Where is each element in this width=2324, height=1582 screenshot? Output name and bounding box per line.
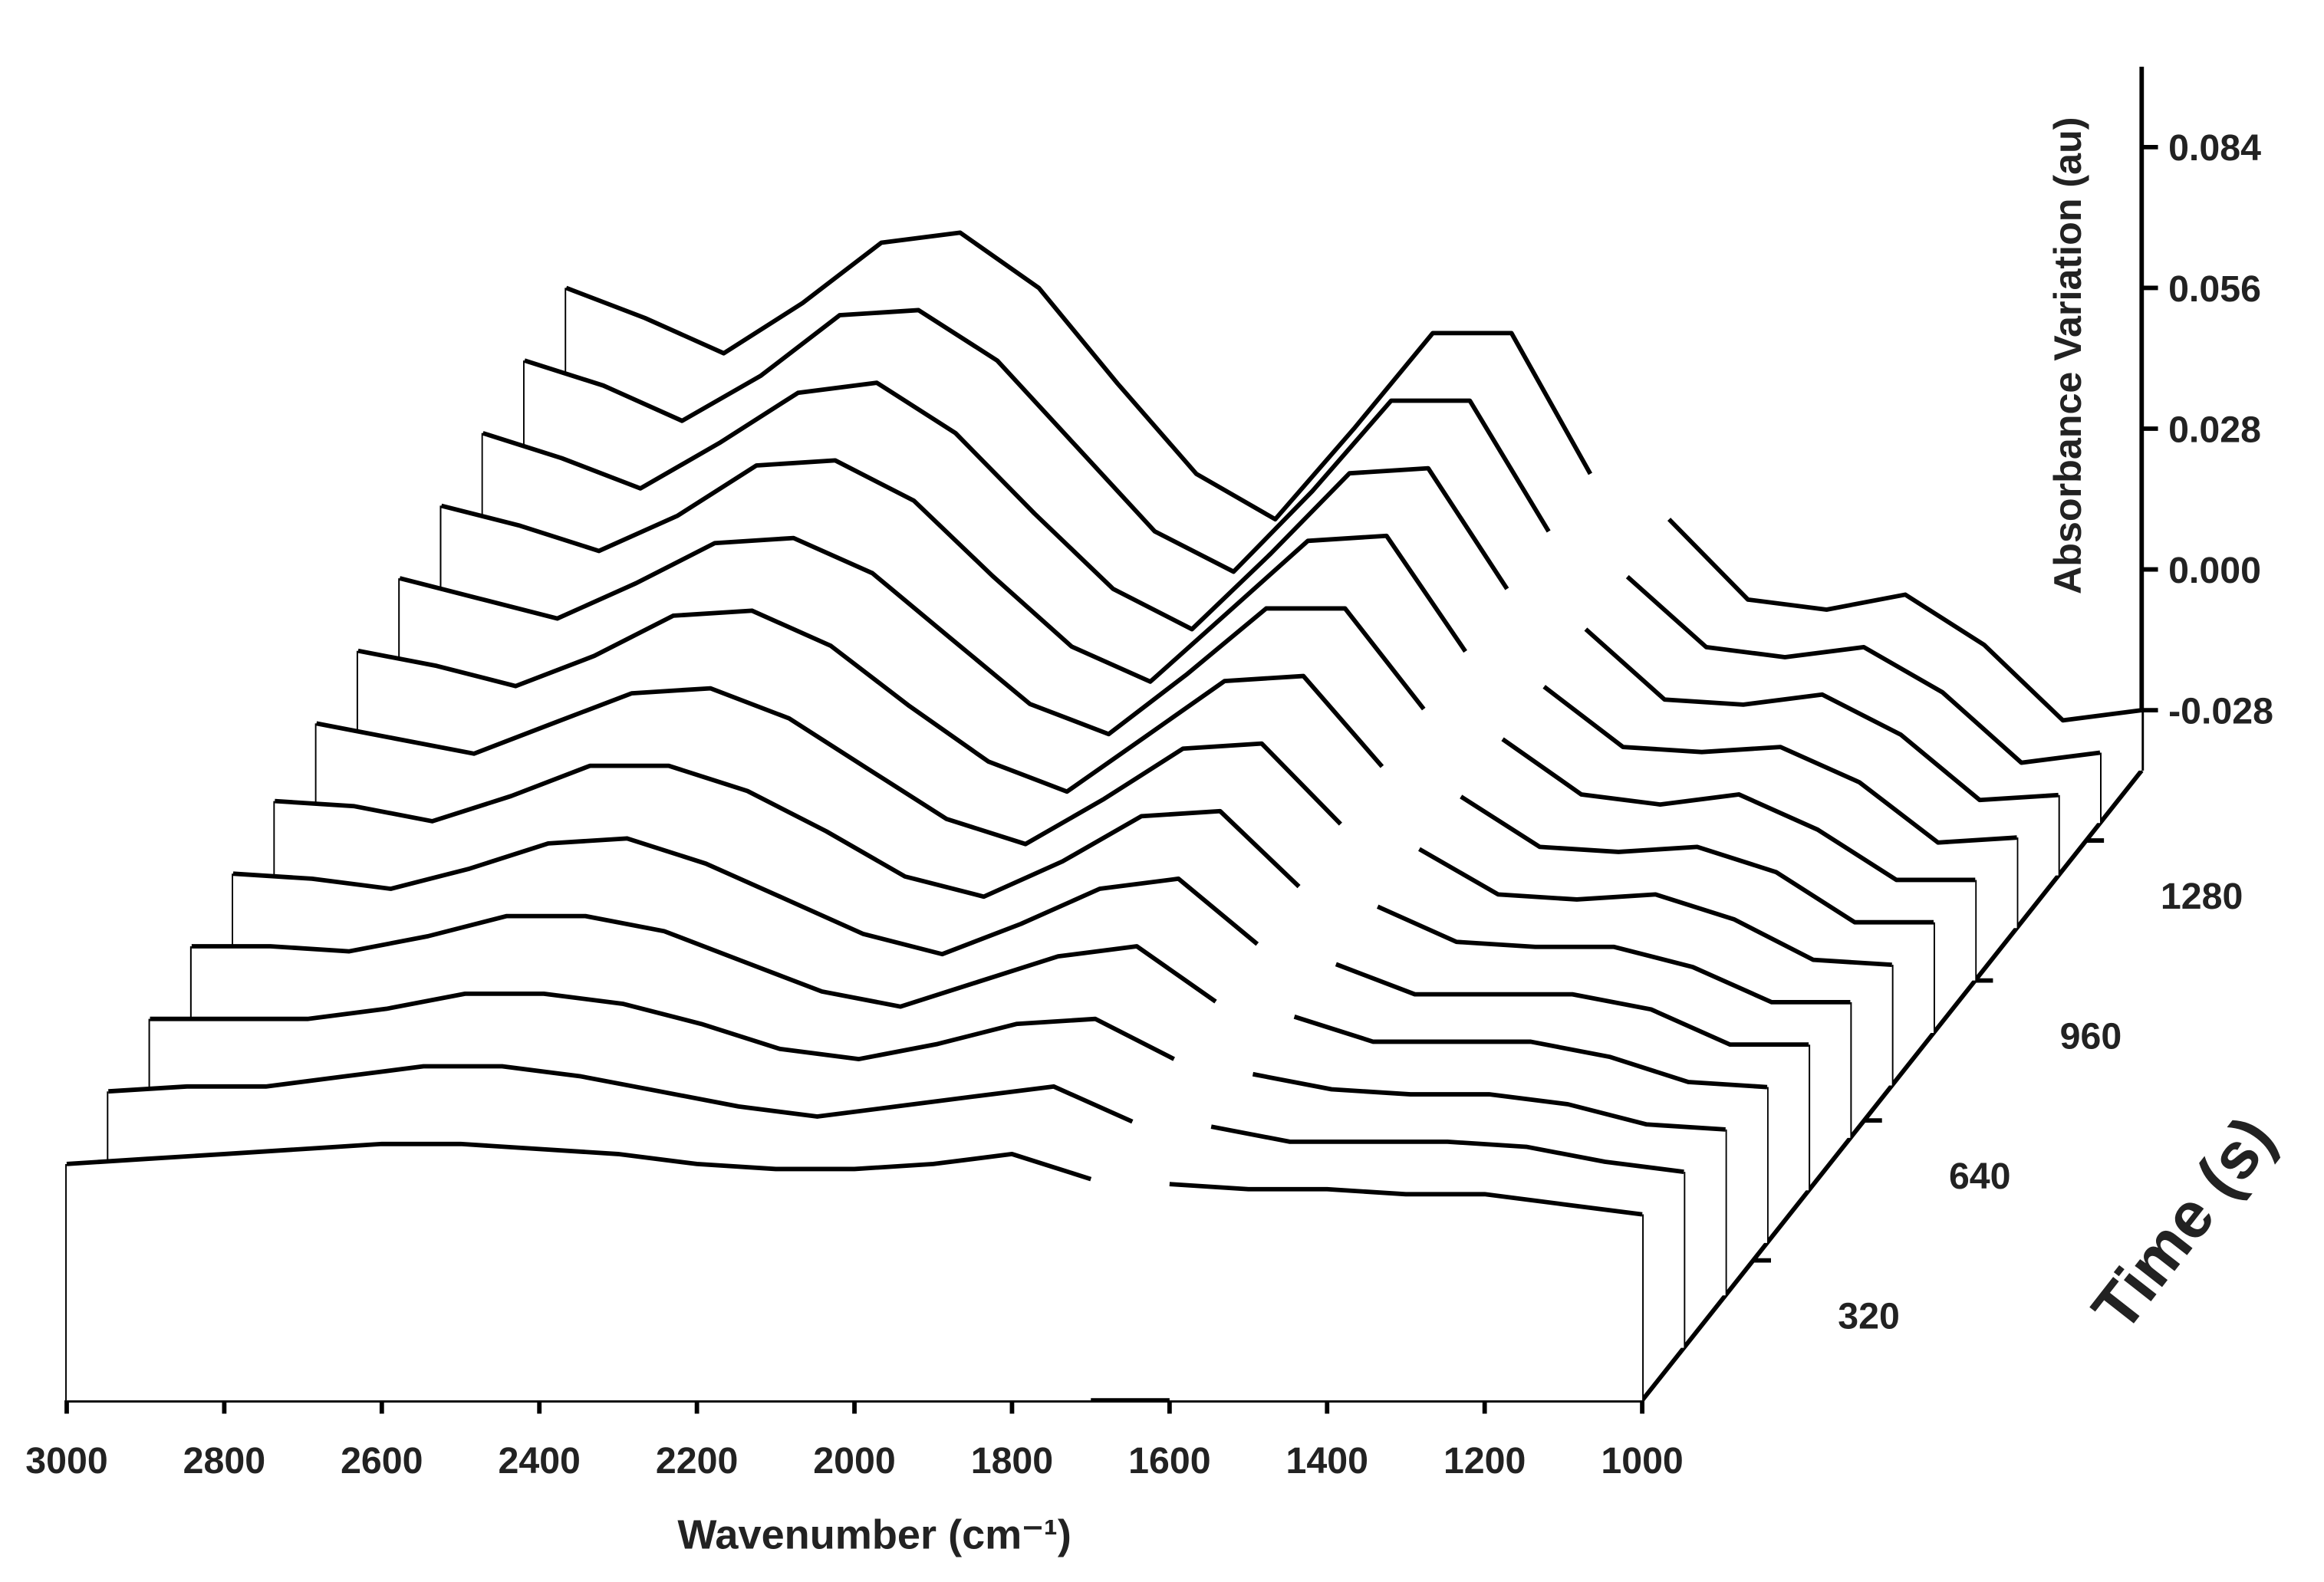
spectrum-line (232, 836, 1809, 1048)
x-tick-label: 2600 (341, 1440, 423, 1482)
spectrum-line (191, 913, 1768, 1090)
time-tick-label: 1280 (2161, 876, 2243, 917)
spectrum-line (357, 608, 1934, 925)
spectrum-line (66, 1141, 1643, 1217)
x-tick-label: 2200 (656, 1440, 738, 1482)
spectrum-line (275, 763, 1851, 1005)
x-tick-label: 2800 (183, 1440, 265, 1482)
occlusion-fill (66, 1143, 1091, 1401)
x-tick-label: 1600 (1128, 1440, 1210, 1482)
x-tick-label: 1000 (1601, 1440, 1683, 1482)
x-tick-label: 1800 (971, 1440, 1053, 1482)
spectrum-line (399, 535, 1976, 883)
spectrum-line (316, 686, 1892, 968)
x-tick-label: 2400 (498, 1440, 580, 1482)
z-tick-label: 0.084 (2168, 127, 2261, 169)
spectrum-line (108, 1064, 1684, 1174)
time-tick-label: 960 (2060, 1015, 2122, 1057)
time-axis-title: Time (s) (2079, 1103, 2289, 1344)
x-tick-label: 3000 (25, 1440, 107, 1482)
z-tick-label: 0.028 (2168, 409, 2261, 450)
z-tick-label: -0.028 (2168, 691, 2273, 732)
spectrum-line (482, 380, 2059, 803)
time-tick-label: 320 (1838, 1295, 1900, 1337)
spectrum-line (440, 458, 2017, 845)
x-tick-label: 1200 (1443, 1440, 1526, 1482)
x-tick-label: 2000 (813, 1440, 895, 1482)
spectrum-line (150, 991, 1726, 1132)
z-axis-title: Absorbance Variation (au) (2046, 117, 2089, 594)
time-tick-label: 640 (1949, 1156, 2011, 1197)
z-tick-label: 0.056 (2168, 268, 2261, 310)
x-tick-label: 1400 (1286, 1440, 1368, 1482)
spectrum-line (565, 230, 2142, 723)
x-axis-title: Wavenumber (cm⁻¹) (677, 1511, 1071, 1557)
spectrum-line (524, 308, 2101, 765)
occlusion-fill (1169, 1184, 1643, 1401)
z-tick-label: 0.000 (2168, 550, 2261, 591)
